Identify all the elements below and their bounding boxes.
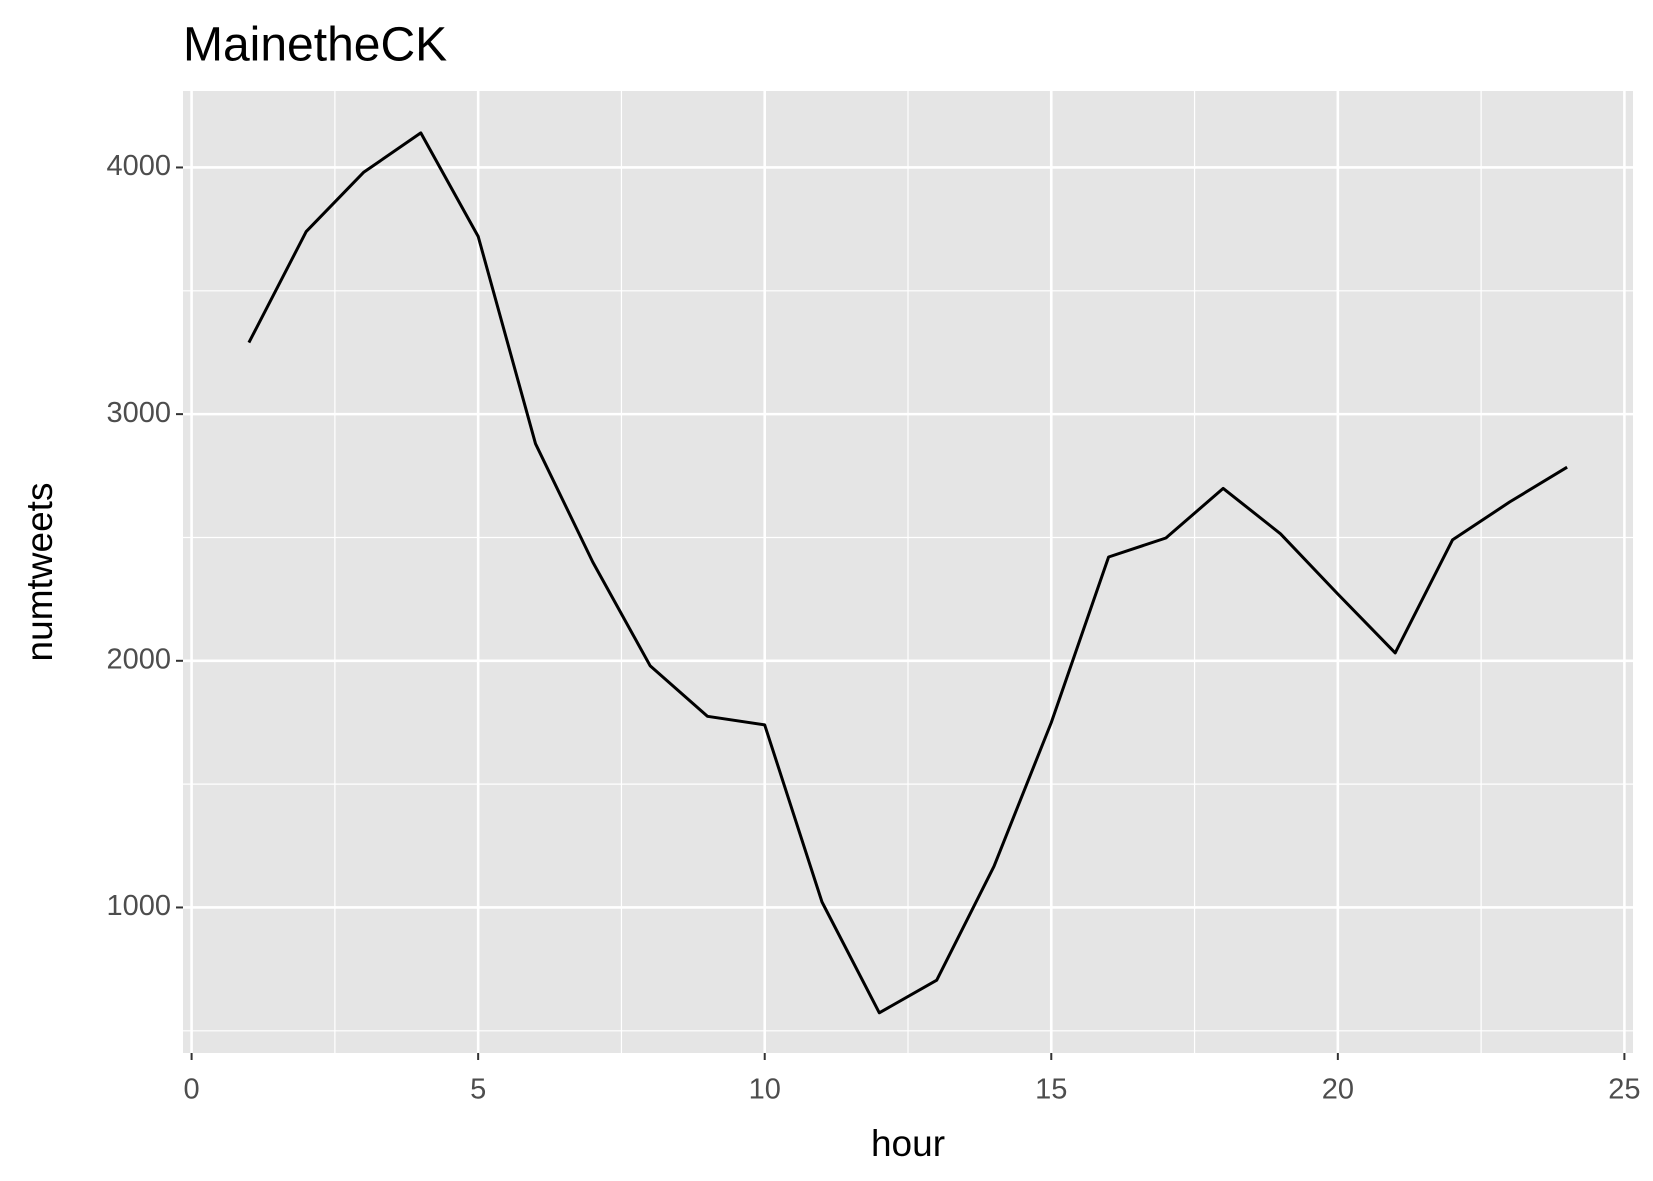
x-axis-title: hour — [871, 1123, 945, 1164]
data-line — [247, 131, 1568, 1015]
x-tick-label: 15 — [1035, 1074, 1067, 1106]
y-axis-title: numtweets — [19, 483, 60, 662]
x-tick-label: 10 — [749, 1074, 781, 1106]
x-tick-label: 0 — [184, 1074, 200, 1106]
y-tick-label: 2000 — [106, 643, 171, 675]
y-tick-label: 3000 — [106, 397, 171, 429]
x-tick-label: 5 — [470, 1074, 486, 1106]
y-tick-label: 1000 — [106, 890, 171, 922]
y-tick-label: 4000 — [106, 150, 171, 182]
x-tick-label: 20 — [1322, 1074, 1354, 1106]
x-tick-label: 25 — [1608, 1074, 1640, 1106]
chart-title: MainetheCK — [183, 19, 447, 72]
